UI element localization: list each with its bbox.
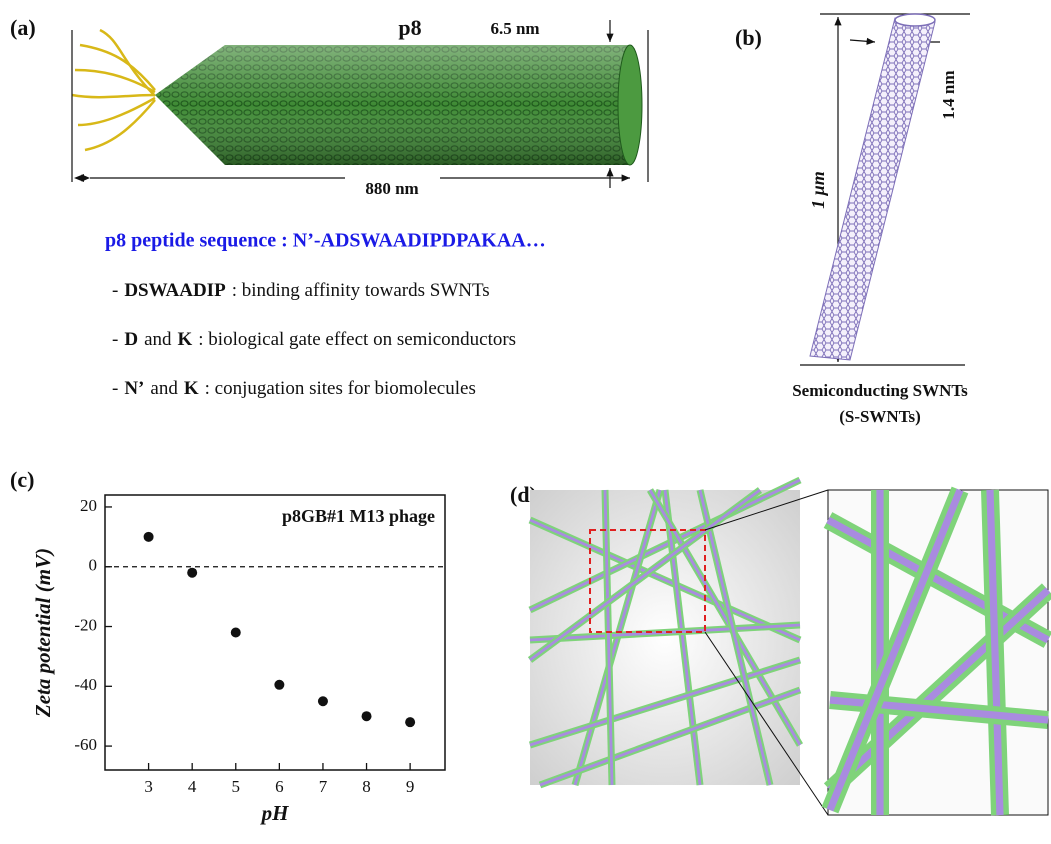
y-tick-label: -60 [74,735,97,754]
item-part: and [150,378,178,399]
diameter-label: 1.4 nm [939,70,958,119]
data-point [274,680,284,690]
x-tick-label: 8 [362,777,371,796]
caption: (S-SWNTs) [839,407,921,426]
item-part: K [178,329,193,350]
item-part: and [144,329,172,350]
caption: Semiconducting SWNTs [792,381,968,400]
x-axis-label: pH [260,801,290,825]
data-point [362,711,372,721]
x-tick-label: 9 [406,777,415,796]
sequence-item: -N’ and K : conjugation sites for biomolecu… [112,378,476,399]
sequence-item: -DSWAADIP : binding affinity towards SWNT… [112,280,490,301]
sequence-title: p8 peptide sequence : N’-ADSWAADIPDPAKAA… [105,230,546,252]
data-point [231,628,241,638]
y-tick-label: -20 [74,615,97,634]
item-part: - [112,280,118,301]
y-axis-label: Zeta potential (mV) [31,548,55,718]
data-point [405,717,415,727]
item-part: - [112,329,118,350]
x-tick-label: 6 [275,777,284,796]
arrow-head [74,174,84,182]
item-part: D [124,329,138,350]
y-tick-label: -40 [74,675,97,694]
y-tick-label: 20 [80,496,97,515]
data-point [318,696,328,706]
panel-label: (c) [10,467,34,492]
x-tick-label: 5 [232,777,241,796]
x-tick-label: 7 [319,777,328,796]
item-part: DSWAADIP [124,280,226,301]
sequence-items: -DSWAADIP: binding affinity towards SWNT… [112,280,516,399]
phage-illustration [72,30,642,165]
item-part: K [184,378,199,399]
data-point [187,568,197,578]
item-part: : conjugation sites for biomolecules [205,378,476,399]
plot-frame [105,495,445,770]
item-part: : biological gate effect on semiconducto… [198,329,516,350]
item-part: N’ [124,378,144,399]
panel-label: (b) [735,25,762,50]
figure: (a) p8 6.5 nm 880 nm p8 peptide sequence… [0,0,1051,844]
data-point [144,532,154,542]
x-tick-label: 3 [144,777,153,796]
x-tick-label: 4 [188,777,197,796]
scatter-chart: (c) -60 -40 -20 0 20 3 4 5 6 7 8 9 p8GB#1 M13 phage pH… [10,467,445,825]
annotation: p8GB#1 M13 phage [282,506,435,526]
item-part: - [112,378,118,399]
length-label: 880 nm [365,179,418,198]
phage-name: p8 [398,15,421,40]
y-tick-label: 0 [89,556,98,575]
panel-label: (a) [10,15,36,40]
length-label: 1 μm [808,171,828,209]
item-part: : binding affinity towards SWNTs [232,280,490,301]
nanotube [810,14,935,360]
diameter-label: 6.5 nm [490,19,539,38]
network-illustration [530,480,1048,815]
